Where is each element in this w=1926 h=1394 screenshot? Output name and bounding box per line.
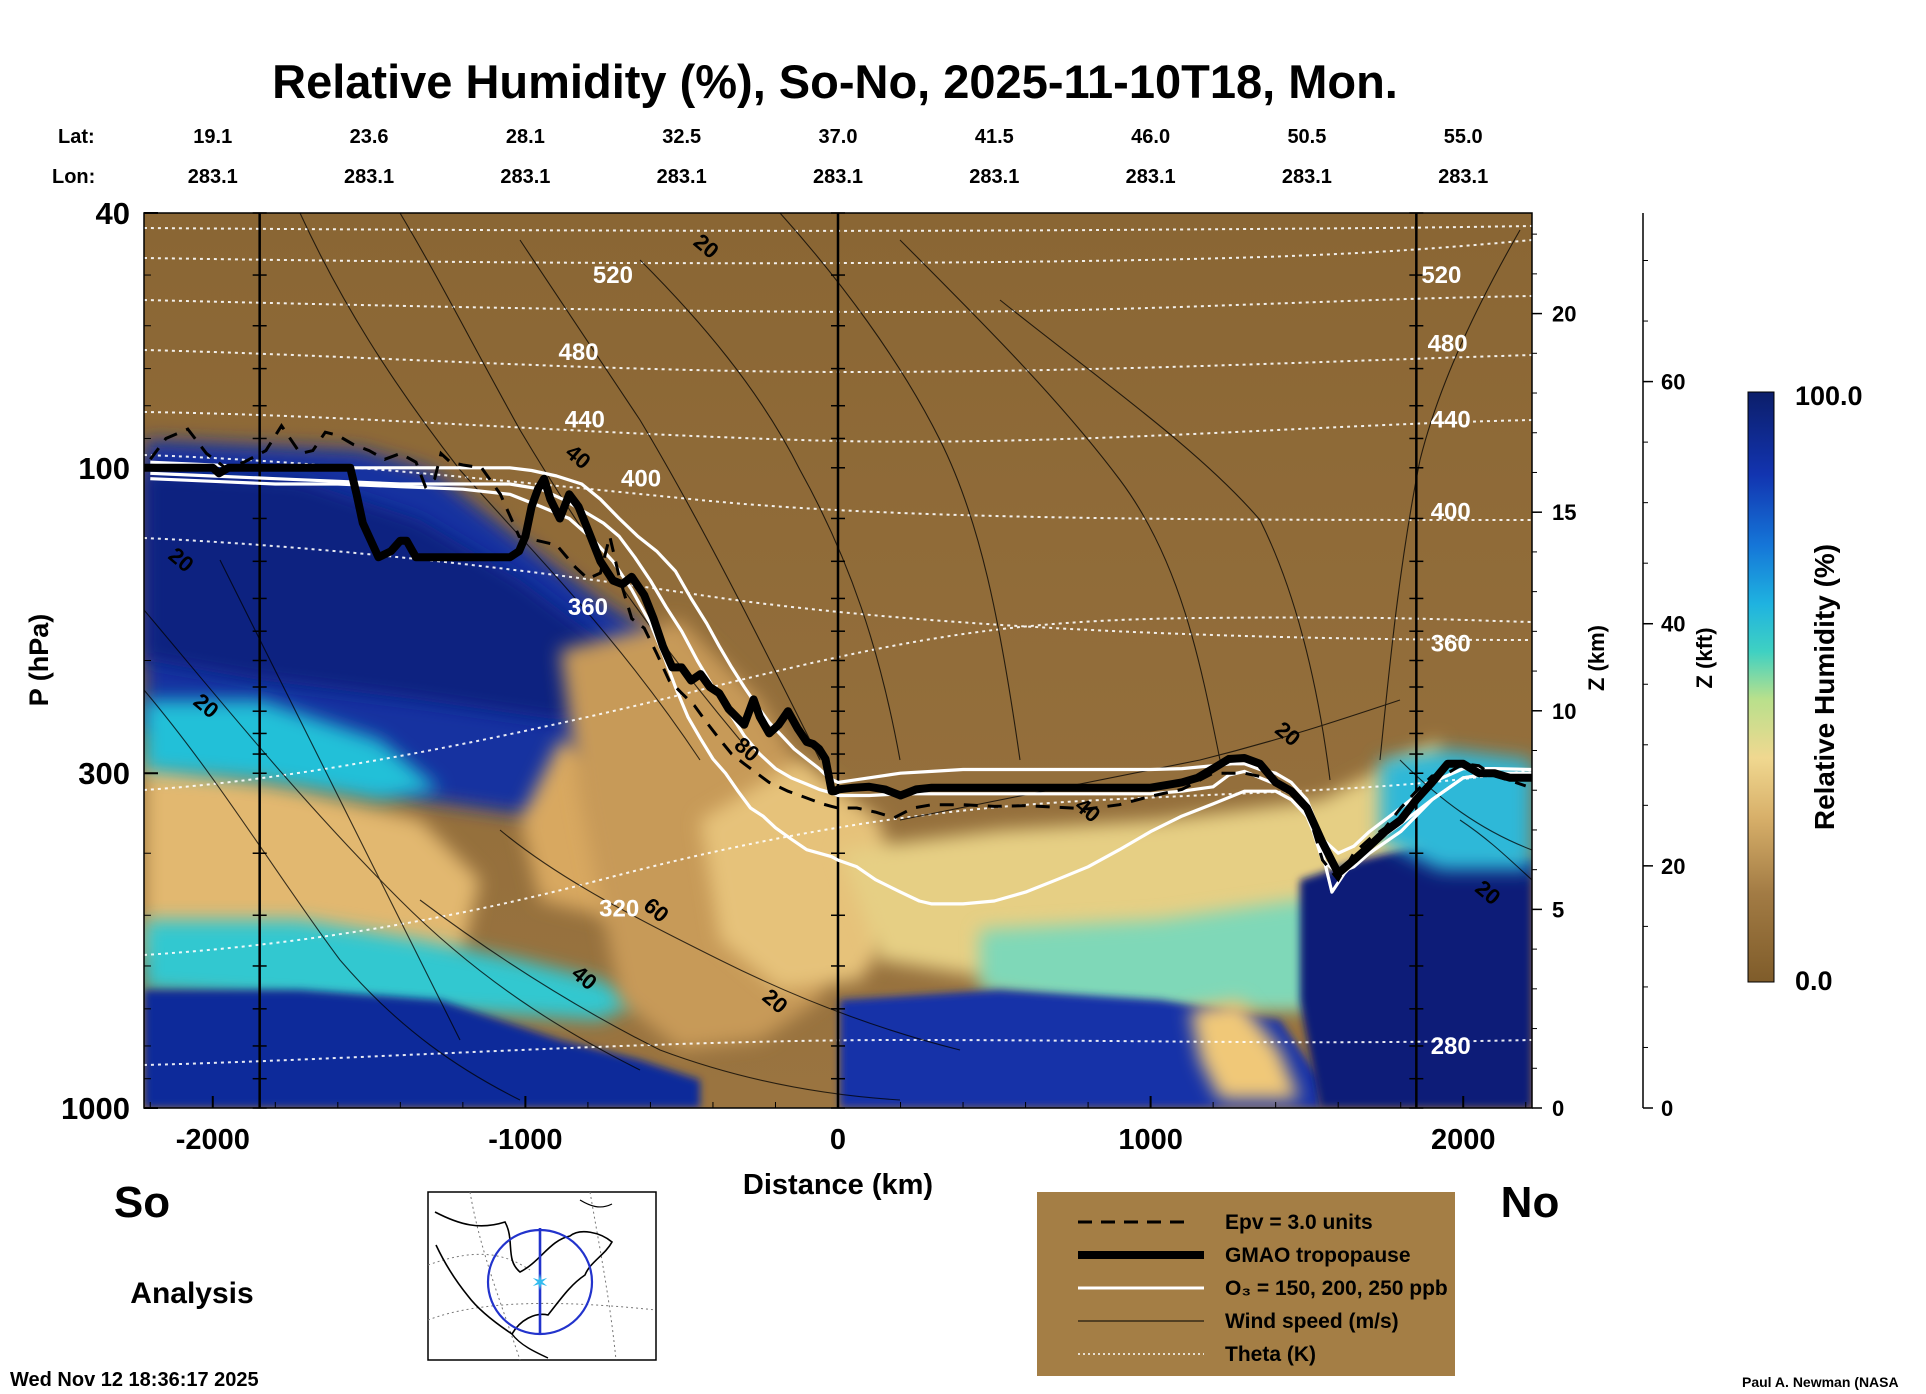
lat-value: 19.1 [193, 126, 232, 148]
x-axis-title: Distance (km) [743, 1169, 933, 1201]
lon-value: 283.1 [1126, 166, 1176, 188]
y-axis-title: P (hPa) [24, 614, 54, 707]
theta-label: 440 [565, 406, 605, 433]
lon-value: 283.1 [500, 166, 550, 188]
lat-value: 41.5 [975, 126, 1014, 148]
x-tick-label: -1000 [488, 1124, 562, 1156]
theta-label: 400 [1431, 498, 1471, 525]
lat-header-label: Lat: [58, 126, 95, 148]
z-km-tick-label: 5 [1552, 897, 1564, 922]
z-kft-tick-label: 0 [1661, 1096, 1673, 1121]
theta-label: 480 [1428, 331, 1468, 358]
theta-label: 400 [621, 466, 661, 493]
theta-label: 440 [1431, 406, 1471, 433]
lat-value: 32.5 [662, 126, 701, 148]
z-kft-tick-label: 60 [1661, 370, 1685, 395]
y-tick-label: 1000 [61, 1091, 130, 1126]
colorbar-max-label: 100.0 [1795, 381, 1863, 411]
z-kft-axis-title: Z (kft) [1692, 627, 1717, 688]
lon-value: 283.1 [657, 166, 707, 188]
y-tick-label: 100 [78, 451, 130, 486]
legend-theta: Theta (K) [1225, 1343, 1316, 1366]
z-km-tick-label: 20 [1552, 302, 1576, 327]
lat-value: 37.0 [819, 126, 858, 148]
tropopause-line [144, 463, 1532, 878]
z-km-tick-label: 0 [1552, 1096, 1564, 1121]
legend-epv: Epv = 3.0 units [1225, 1211, 1373, 1234]
epv-line [149, 423, 1527, 883]
lat-value: 23.6 [350, 126, 389, 148]
lon-value: 283.1 [344, 166, 394, 188]
chart-title: Relative Humidity (%), So-No, 2025-11-10… [272, 55, 1398, 108]
theta-contours [144, 225, 1532, 1066]
theta-labels: 520 480 440 400 360 320 520 480 440 400 360 280 [559, 262, 1471, 1060]
y-tick-label: 40 [96, 196, 130, 231]
locator-map: ✶ [427, 1191, 657, 1361]
lat-value: 46.0 [1131, 126, 1170, 148]
z-km-tick-label: 15 [1552, 500, 1576, 525]
colorbar-title: Relative Humidity (%) [1809, 544, 1840, 830]
z-kft-axis: 0 20 40 60 [1642, 213, 1685, 1121]
theta-label: 480 [559, 339, 599, 366]
z-km-axis-title: Z (km) [1584, 625, 1609, 691]
product-label: Analysis [130, 1277, 253, 1310]
lat-lon-header: 19.1 283.1 23.6 283.1 28.1 283.1 32.5 283.1 37.0… [188, 126, 1489, 188]
y-axis: 40 100 300 1000 [61, 196, 158, 1126]
x-tick-label: 1000 [1118, 1124, 1183, 1156]
theta-label: 320 [599, 896, 639, 923]
lat-value: 28.1 [506, 126, 545, 148]
theta-label: 360 [568, 594, 608, 621]
lat-value: 50.5 [1287, 126, 1326, 148]
theta-label: 520 [593, 262, 633, 289]
z-km-tick-label: 10 [1552, 699, 1576, 724]
legend-tropopause: GMAO tropopause [1225, 1244, 1411, 1267]
legend-wind: Wind speed (m/s) [1225, 1310, 1399, 1333]
timestamp: Wed Nov 12 18:36:17 2025 [10, 1369, 259, 1391]
colorbar-scale [1747, 391, 1775, 983]
colorbar: 100.0 0.0 Relative Humidity (%) [1747, 381, 1863, 996]
y-tick-label: 300 [78, 756, 130, 791]
colorbar-min-label: 0.0 [1795, 966, 1833, 996]
theta-label: 520 [1421, 262, 1461, 289]
x-tick-label: 0 [830, 1124, 846, 1156]
x-axis: -2000 -1000 0 1000 2000 [149, 1096, 1527, 1156]
theta-label: 360 [1431, 630, 1471, 657]
lon-header-label: Lon: [52, 166, 95, 188]
x-tick-label: 2000 [1431, 1124, 1496, 1156]
x-tick-label: -2000 [176, 1124, 250, 1156]
south-end-label: So [114, 1178, 170, 1227]
legend-ozone: O₃ = 150, 200, 250 ppb [1225, 1277, 1448, 1300]
lat-value: 55.0 [1444, 126, 1483, 148]
z-km-axis: 0 5 10 15 20 [1532, 233, 1576, 1121]
credit: Paul A. Newman (NASA [1742, 1374, 1899, 1390]
svg-text:✶: ✶ [531, 1271, 549, 1296]
legend: Epv = 3.0 units GMAO tropopause O₃ = 150… [1037, 1192, 1455, 1376]
lon-value: 283.1 [969, 166, 1019, 188]
theta-label: 280 [1431, 1033, 1471, 1060]
lon-value: 283.1 [188, 166, 238, 188]
lon-value: 283.1 [1282, 166, 1332, 188]
north-end-label: No [1501, 1178, 1560, 1227]
lon-value: 283.1 [813, 166, 863, 188]
z-kft-tick-label: 20 [1661, 854, 1685, 879]
z-kft-tick-label: 40 [1661, 612, 1685, 637]
lon-value: 283.1 [1438, 166, 1488, 188]
